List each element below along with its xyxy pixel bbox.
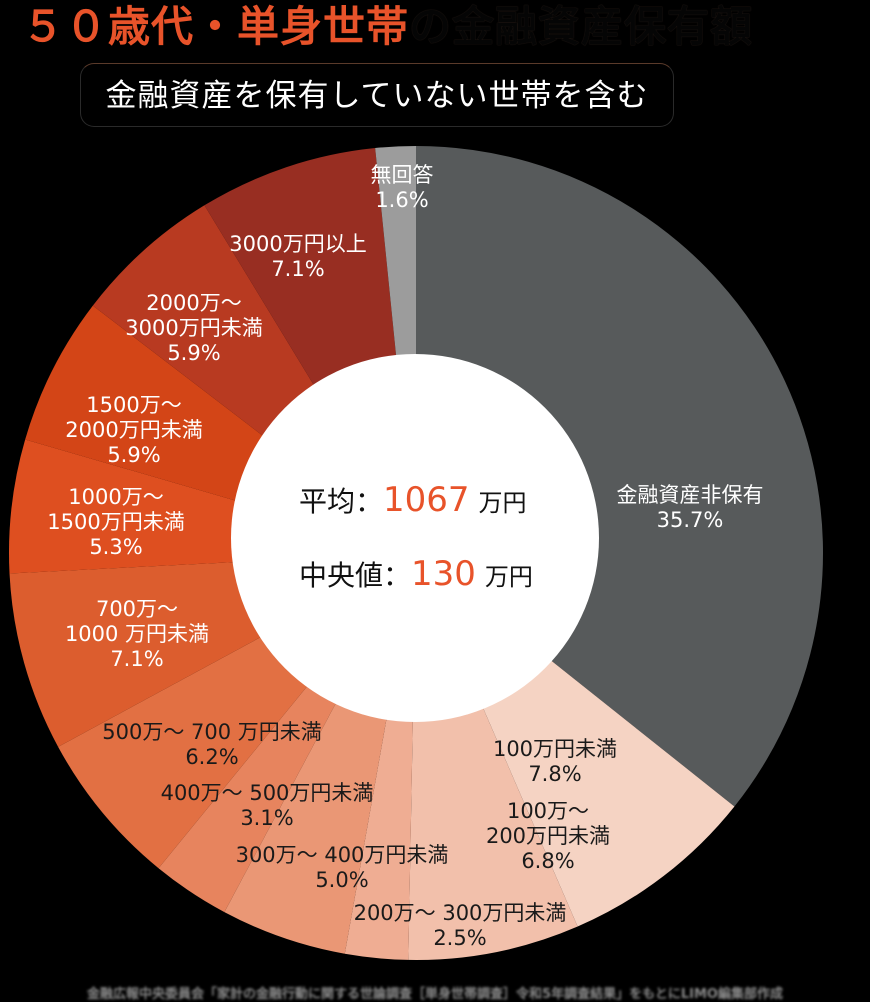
pie-slice — [416, 146, 823, 807]
median-value: 130 — [411, 554, 476, 594]
mean-stat: 平均：1067 万円 — [299, 480, 526, 520]
slice-label-2000-3000: 2000万～ 3000万円未満 5.9% — [125, 291, 263, 365]
slice-label-1000-1500: 1000万～ 1500万円未満 5.3% — [47, 485, 185, 559]
median-label: 中央値： — [299, 559, 412, 592]
slice-label-700-1000: 700万～ 1000 万円未満 7.1% — [64, 597, 210, 671]
median-unit: 万円 — [484, 563, 533, 591]
slice-label-300-400: 300万～ 400万円未満 5.0% — [235, 843, 449, 892]
slice-label-no-assets: 金融資産非保有 35.7% — [616, 483, 764, 532]
mean-value: 1067 — [383, 480, 470, 520]
source-note: 金融広報中央委員会「家計の金融行動に関する世論調査［単身世帯調査］令和5年調査結… — [87, 987, 783, 1002]
mean-label: 平均： — [299, 485, 384, 518]
median-stat: 中央値：130 万円 — [299, 554, 533, 594]
donut-hole — [231, 354, 599, 722]
slice-label-3000-plus: 3000万円以上 7.1% — [229, 232, 367, 281]
chart-title: ５０歳代・単身世帯の金融資産保有額 — [22, 2, 753, 52]
slice-label-500-700: 500万～ 700 万円未満 6.2% — [102, 720, 322, 769]
slice-label-no-answer: 無回答 1.6% — [370, 163, 434, 212]
title-accent: ５０歳代・単身世帯 — [22, 2, 410, 51]
slice-label-1500-2000: 1500万～ 2000万円未満 5.9% — [65, 393, 203, 467]
mean-unit: 万円 — [478, 489, 527, 517]
slice-label-100-200: 100万～ 200万円未満 6.8% — [485, 799, 611, 873]
chart-subtitle: 金融資産を保有していない世帯を含む — [80, 63, 674, 127]
title-rest: の金融資産保有額 — [409, 2, 754, 51]
slice-label-400-500: 400万～ 500万円未満 3.1% — [160, 781, 374, 830]
slice-label-under-100: 100万円未満 7.8% — [492, 737, 618, 786]
slice-label-200-300: 200万～ 300万円未満 2.5% — [353, 901, 567, 950]
